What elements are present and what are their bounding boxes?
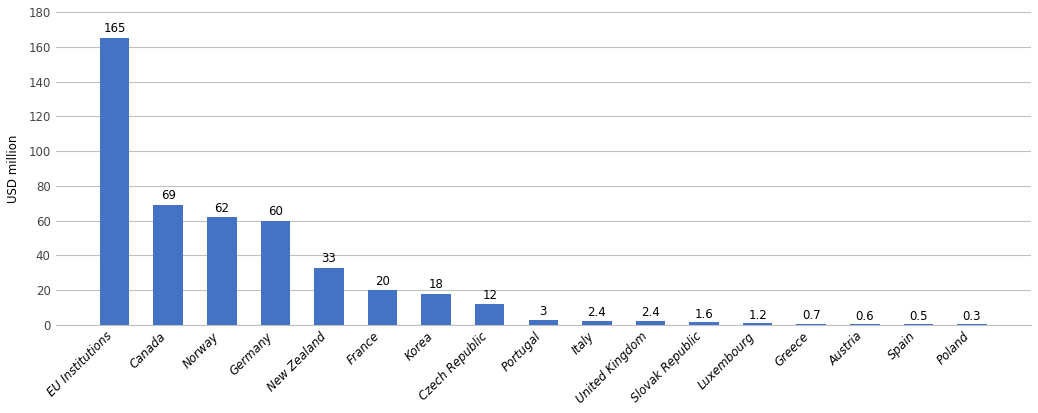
Text: 12: 12 — [483, 289, 497, 301]
Bar — [904, 324, 933, 325]
Text: 165: 165 — [104, 22, 126, 36]
Text: 18: 18 — [429, 278, 443, 291]
Bar — [261, 221, 290, 325]
Bar — [635, 321, 665, 325]
Bar — [315, 268, 344, 325]
Y-axis label: USD million: USD million — [7, 134, 20, 203]
Text: 69: 69 — [161, 190, 175, 202]
Text: 0.5: 0.5 — [909, 310, 928, 323]
Text: 1.2: 1.2 — [748, 309, 767, 322]
Text: 33: 33 — [322, 252, 336, 265]
Text: 60: 60 — [268, 205, 282, 218]
Bar — [475, 304, 504, 325]
Text: 20: 20 — [375, 275, 390, 287]
Bar — [796, 324, 826, 325]
Text: 0.7: 0.7 — [802, 309, 820, 323]
Text: 1.6: 1.6 — [694, 308, 713, 321]
Bar — [154, 205, 183, 325]
Bar — [421, 294, 450, 325]
Text: 2.4: 2.4 — [588, 306, 606, 319]
Text: 3: 3 — [540, 305, 547, 318]
Bar — [689, 322, 718, 325]
Bar — [528, 320, 558, 325]
Bar — [367, 290, 398, 325]
Text: 0.6: 0.6 — [855, 310, 874, 323]
Bar — [850, 324, 879, 325]
Bar — [207, 217, 237, 325]
Bar — [100, 38, 130, 325]
Text: 2.4: 2.4 — [641, 306, 660, 319]
Text: 0.3: 0.3 — [962, 310, 981, 323]
Bar — [582, 321, 611, 325]
Text: 62: 62 — [214, 202, 229, 215]
Bar — [743, 323, 772, 325]
